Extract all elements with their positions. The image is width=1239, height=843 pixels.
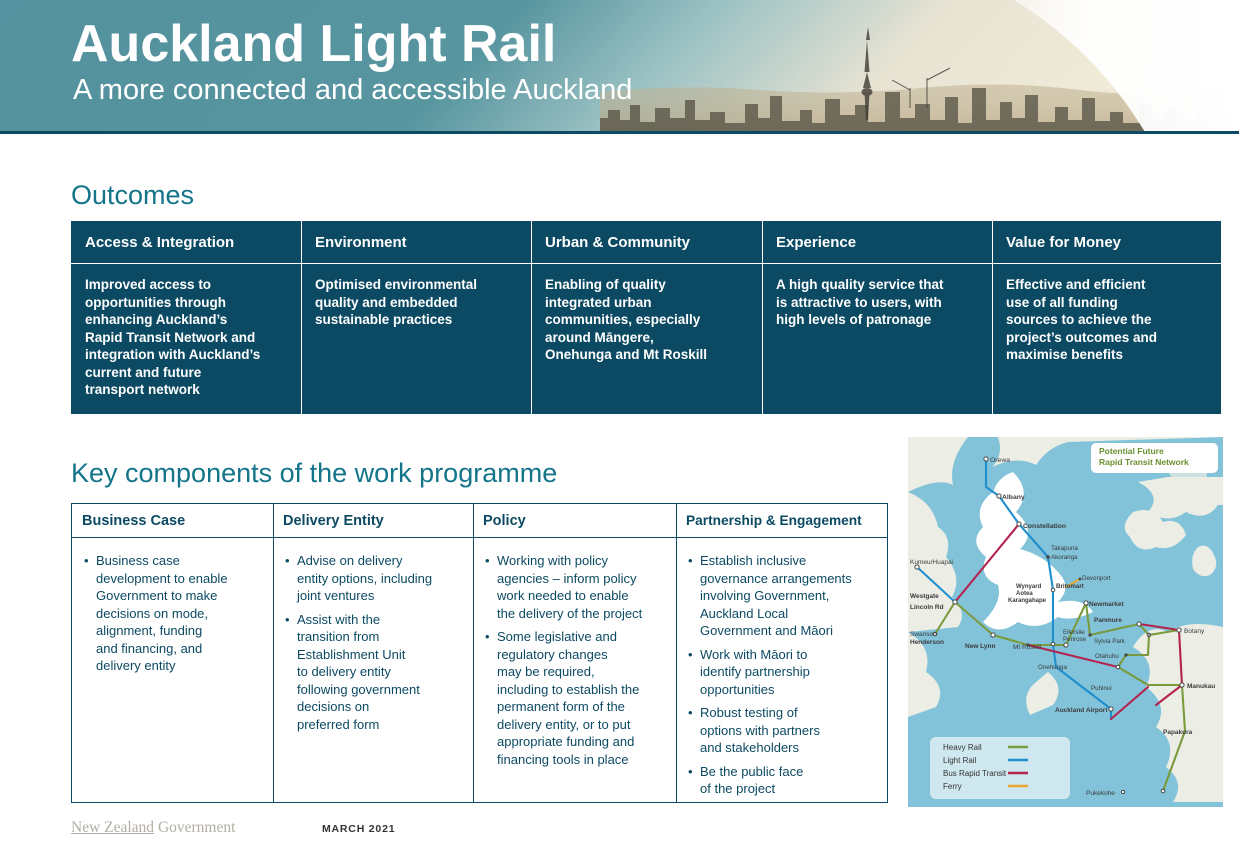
svg-text:Lincoln Rd: Lincoln Rd xyxy=(910,604,944,611)
svg-text:Westgate: Westgate xyxy=(910,593,939,600)
svg-text:Otahuhu: Otahuhu xyxy=(1095,653,1119,660)
svg-text:Karangahape: Karangahape xyxy=(1008,598,1047,604)
svg-text:Mt Roskill: Mt Roskill xyxy=(1013,644,1042,651)
svg-text:Light Rail: Light Rail xyxy=(943,756,977,765)
svg-text:Botany: Botany xyxy=(1184,628,1205,635)
svg-text:Ellerslie: Ellerslie xyxy=(1063,629,1085,636)
svg-text:Puhinui: Puhinui xyxy=(1091,685,1112,692)
svg-text:Papakura: Papakura xyxy=(1163,729,1193,736)
svg-text:Bus Rapid Transit: Bus Rapid Transit xyxy=(943,769,1007,778)
svg-text:Manukau: Manukau xyxy=(1187,683,1215,690)
svg-text:Swanson: Swanson xyxy=(910,631,937,638)
svg-text:Potential Future: Potential Future xyxy=(1099,446,1164,456)
svg-text:Auckland Airport: Auckland Airport xyxy=(1055,707,1108,714)
svg-text:Wynyard: Wynyard xyxy=(1016,584,1042,590)
svg-text:Devonport: Devonport xyxy=(1082,575,1111,582)
svg-text:Heavy Rail: Heavy Rail xyxy=(943,743,982,752)
svg-text:Penrose: Penrose xyxy=(1063,636,1087,643)
svg-text:Pukekohe: Pukekohe xyxy=(1086,790,1115,797)
svg-text:Henderson: Henderson xyxy=(910,639,944,646)
svg-text:New Lynn: New Lynn xyxy=(965,643,995,650)
svg-text:Aotea: Aotea xyxy=(1016,591,1033,597)
svg-text:Albany: Albany xyxy=(1002,494,1025,501)
svg-text:Rapid Transit Network: Rapid Transit Network xyxy=(1099,457,1189,467)
svg-text:Sylvia Park: Sylvia Park xyxy=(1094,638,1126,645)
svg-text:Newmarket: Newmarket xyxy=(1089,601,1125,608)
svg-text:Britomart: Britomart xyxy=(1056,583,1084,590)
svg-text:Ferry: Ferry xyxy=(943,782,962,791)
svg-text:Orewa: Orewa xyxy=(990,457,1010,464)
svg-text:Panmure: Panmure xyxy=(1094,617,1122,624)
svg-text:Onehunga: Onehunga xyxy=(1038,664,1067,671)
svg-text:Akoranga: Akoranga xyxy=(1051,554,1078,561)
svg-text:Kumeu/Huapai: Kumeu/Huapai xyxy=(910,559,953,566)
svg-text:Constellation: Constellation xyxy=(1023,523,1066,530)
svg-text:Takapuna: Takapuna xyxy=(1051,545,1078,552)
